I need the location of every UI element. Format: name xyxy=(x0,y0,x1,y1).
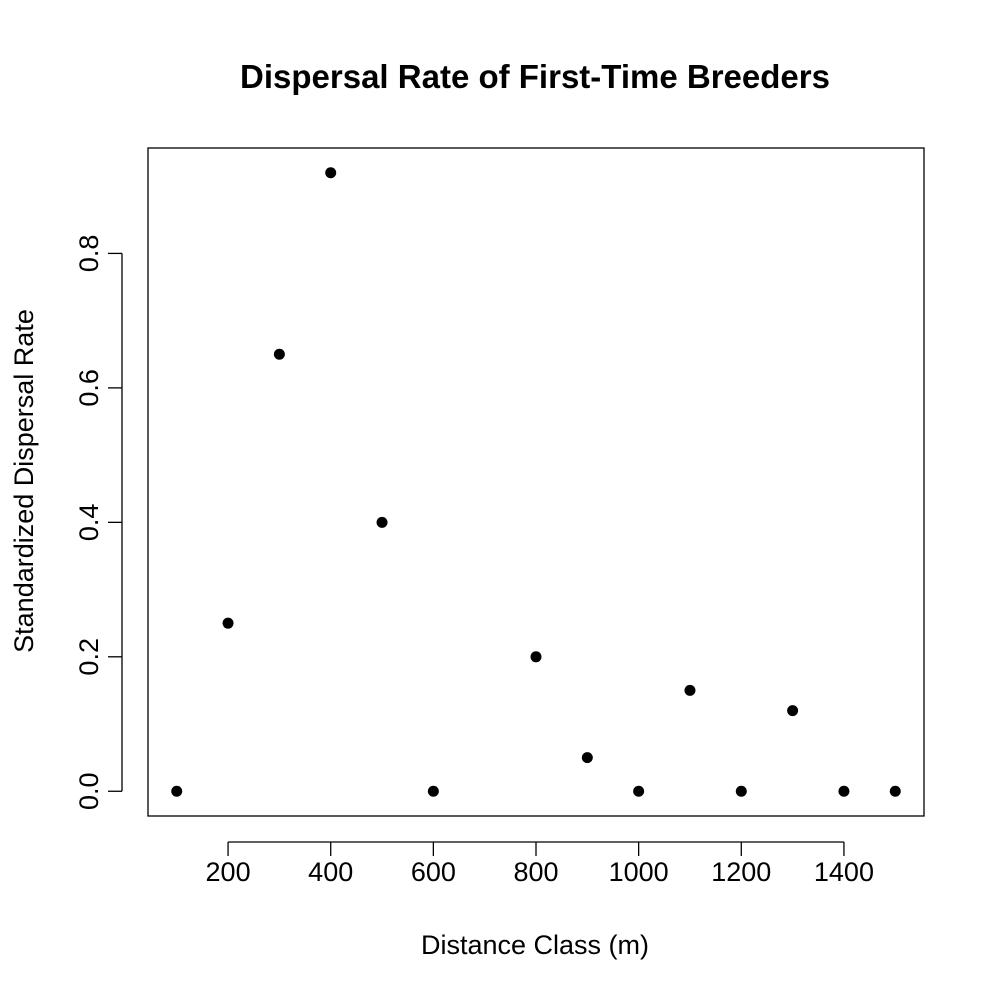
x-tick-label: 600 xyxy=(411,857,456,887)
y-tick-label: 0.0 xyxy=(74,772,104,810)
y-tick-label: 0.2 xyxy=(74,638,104,676)
data-point xyxy=(325,167,337,179)
data-point xyxy=(376,516,388,528)
x-tick-label: 200 xyxy=(206,857,251,887)
data-point xyxy=(273,348,285,360)
y-axis-title: Standardized Dispersal Rate xyxy=(9,309,39,653)
data-point xyxy=(684,684,696,696)
y-tick-label: 0.8 xyxy=(74,235,104,273)
data-point xyxy=(222,617,234,629)
data-point xyxy=(889,785,901,797)
x-tick-label: 400 xyxy=(308,857,353,887)
x-tick-label: 1400 xyxy=(814,857,874,887)
x-tick-label: 800 xyxy=(513,857,558,887)
data-point xyxy=(581,752,593,764)
data-point xyxy=(633,785,645,797)
data-point xyxy=(787,705,799,717)
plot-area-frame xyxy=(147,147,925,817)
y-tick-label: 0.4 xyxy=(74,504,104,542)
data-point xyxy=(735,785,747,797)
chart-title: Dispersal Rate of First-Time Breeders xyxy=(240,58,830,95)
x-axis: 200 400 600 800 1000 1200 1400 xyxy=(206,841,874,887)
data-point xyxy=(838,785,850,797)
data-points xyxy=(171,167,901,797)
data-point xyxy=(171,785,183,797)
data-point xyxy=(427,785,439,797)
data-point xyxy=(530,651,542,663)
x-tick-label: 1000 xyxy=(609,857,669,887)
x-axis-title: Distance Class (m) xyxy=(421,930,649,960)
y-axis: 0.0 0.2 0.4 0.6 0.8 xyxy=(74,235,123,810)
x-tick-label: 1200 xyxy=(711,857,771,887)
y-tick-label: 0.6 xyxy=(74,369,104,407)
